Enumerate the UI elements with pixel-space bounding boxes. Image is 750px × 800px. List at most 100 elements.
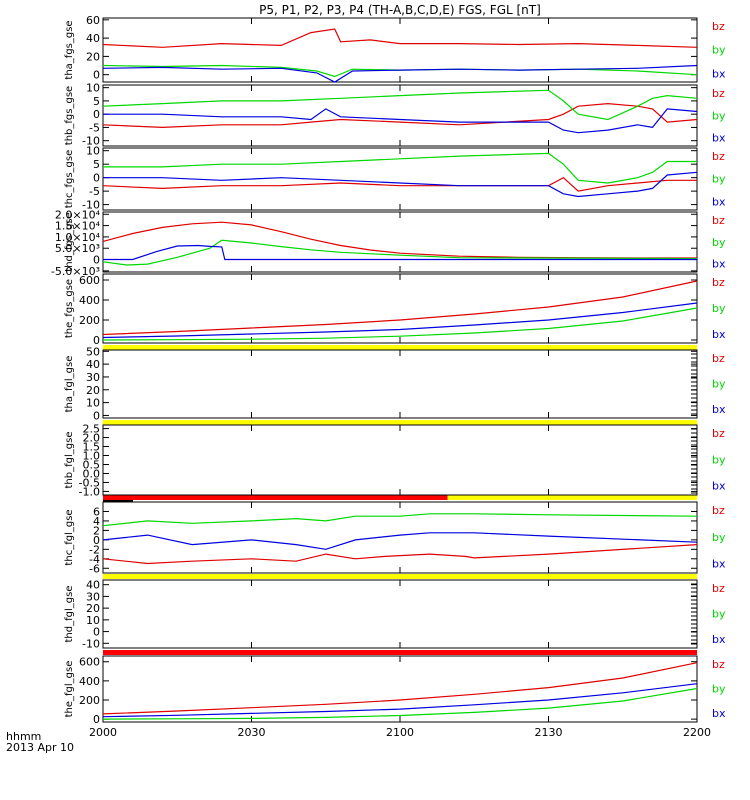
series-line-bx: [102, 532, 698, 550]
panel-frame: [102, 273, 698, 344]
x-tick-label: 2100: [386, 726, 414, 739]
y-tick-label: -10: [82, 637, 100, 650]
y-tick-label: 5: [93, 95, 100, 108]
panel-frame: [102, 424, 698, 496]
y-tick-label: 6: [93, 505, 100, 518]
legend-by: by: [712, 44, 726, 57]
y-tick-label: 1.5×10⁴: [55, 220, 101, 233]
y-axis-label: thc_fgl_gse: [64, 509, 75, 565]
panel-frame: [102, 655, 698, 723]
y-tick-label: 2.5: [83, 423, 101, 436]
y-tick-label: -10: [82, 135, 100, 148]
y-tick-label: 60: [86, 14, 100, 27]
status-bar-0-0: [103, 345, 697, 350]
status-bar-3-0: [103, 574, 697, 579]
plot-title: P5, P1, P2, P3, P4 (TH-A,B,C,D,E) FGS, F…: [259, 3, 541, 17]
legend-by: by: [712, 531, 726, 544]
x-footer-date: 2013 Apr 10: [6, 741, 74, 754]
legend-bz: bz: [712, 582, 725, 595]
legend-by: by: [712, 377, 726, 390]
legend-by: by: [712, 607, 726, 620]
x-tick-label: 2000: [89, 726, 117, 739]
y-tick-label: -10: [82, 199, 100, 212]
y-tick-label: 0: [93, 713, 100, 726]
legend-bx: bx: [712, 480, 726, 493]
status-bar-1-0: [103, 420, 697, 425]
y-tick-label: 0: [93, 334, 100, 347]
y-tick-label: -2: [89, 543, 100, 556]
x-tick-label: 2130: [535, 726, 563, 739]
y-tick-label: 20: [86, 602, 100, 615]
panel-5: 600 400 200 0 the_fgs_gse bz by bx: [64, 273, 726, 347]
y-axis-label: thd_fgs_gse: [64, 212, 75, 271]
y-axis-label: tha_fgl_gse: [64, 356, 75, 413]
y-tick-label: 40: [86, 579, 100, 592]
y-tick-label: 20: [86, 50, 100, 63]
panel-4: 2.0×10⁴1.5×10⁴1.0×10⁴5.0×10³0-5.0×10³thd…: [51, 208, 726, 278]
y-tick-label: -5: [89, 185, 100, 198]
series-line-by: [102, 239, 698, 266]
x-tick-label: 2030: [238, 726, 266, 739]
y-axis-label: the_fgl_gse: [64, 661, 75, 718]
y-tick-label: 600: [79, 274, 100, 287]
series-line-bz: [102, 28, 698, 48]
legend-bx: bx: [712, 132, 726, 145]
legend-by: by: [712, 453, 726, 466]
series-line-by: [103, 152, 697, 184]
legend-bx: bx: [712, 633, 726, 646]
legend-by: by: [712, 236, 726, 249]
legend-bz: bz: [712, 352, 725, 365]
series-line-by: [102, 307, 698, 341]
series-line-bz: [102, 176, 697, 192]
legend-by: by: [712, 173, 726, 186]
y-axis-label: thc_fgs_gse: [64, 150, 75, 209]
panel-frame: [102, 17, 698, 83]
y-tick-label: 0: [93, 69, 100, 82]
y-tick-label: 2.0: [83, 432, 101, 445]
status-bar-marker: [103, 500, 133, 502]
panel-10: 600 400 200 0 the_fgl_gse bz by bx: [64, 655, 726, 726]
panel-frame: [102, 579, 698, 649]
series-line-bx: [103, 244, 697, 261]
y-tick-label: 4: [93, 515, 100, 528]
status-bar-2-1: [447, 495, 697, 500]
y-tick-label: 10: [86, 614, 100, 627]
series-line-bx: [103, 171, 698, 198]
y-tick-label: 2.0×10⁴: [55, 208, 101, 221]
y-tick-label: 1.5: [83, 441, 101, 454]
legend-by: by: [712, 302, 726, 315]
legend-bz: bz: [712, 276, 725, 289]
legend-bz: bz: [712, 427, 725, 440]
panel-frame: [102, 501, 698, 574]
y-tick-label: -6: [89, 562, 100, 575]
y-tick-label: 1.0: [83, 450, 101, 463]
series-line-by: [102, 64, 698, 78]
legend-bx: bx: [712, 403, 726, 416]
panel-7: 2.52.01.51.00.50.0-0.5-1.0 thb_fgl_gse bz b…: [64, 423, 726, 499]
series-line-by: [102, 687, 698, 720]
series-line-bz: [102, 544, 698, 565]
y-tick-label: -1.0: [79, 485, 100, 498]
x-footer-unit: hhmm: [6, 730, 41, 743]
x-tick-label: 2200: [683, 726, 711, 739]
series-line-bx: [103, 108, 698, 134]
y-tick-label: 10: [86, 145, 100, 158]
y-tick-label: 20: [86, 384, 100, 397]
y-tick-label: 30: [86, 371, 100, 384]
legend-bz: bz: [712, 504, 725, 517]
y-tick-label: 40: [86, 32, 100, 45]
panel-frame: [102, 211, 698, 273]
legend-by: by: [712, 683, 726, 696]
series-line-bz: [102, 662, 698, 715]
legend-bx: bx: [712, 558, 726, 571]
panel-frame: [102, 349, 698, 419]
series-line-bz: [102, 280, 698, 336]
y-tick-label: 10: [86, 82, 100, 95]
y-tick-label: 5: [93, 158, 100, 171]
y-tick-label: 0: [93, 172, 100, 185]
